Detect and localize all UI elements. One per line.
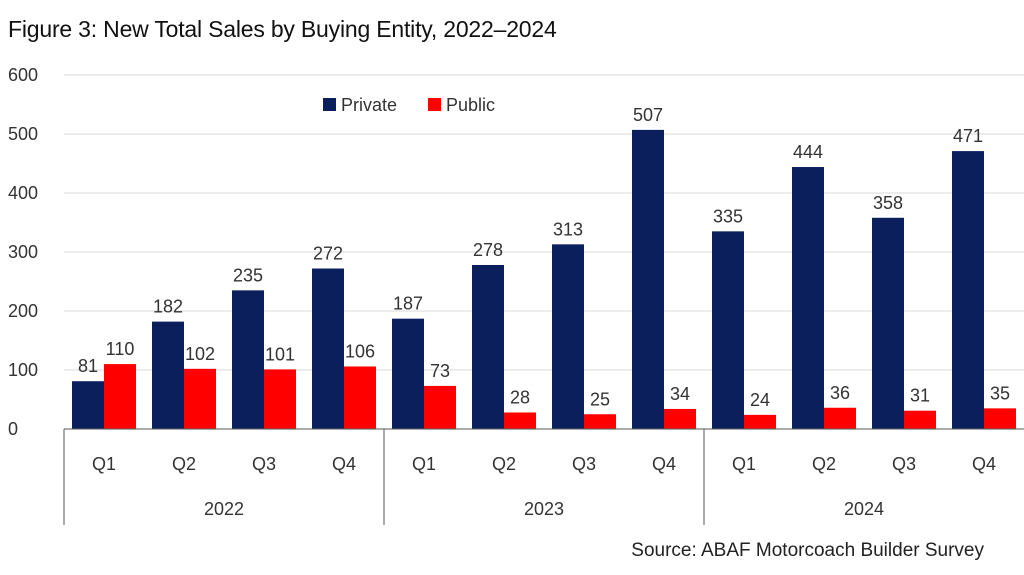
data-label: 81 (78, 356, 98, 376)
data-label: 31 (910, 386, 930, 406)
y-axis-ticks: 0 100 200 300 400 500 600 (8, 65, 38, 439)
x-tick-label: Q3 (572, 454, 596, 474)
chart-title: Figure 3: New Total Sales by Buying Enti… (8, 16, 557, 42)
bar-private (792, 167, 824, 430)
data-label: 272 (313, 244, 343, 264)
legend-swatch-public (428, 98, 441, 111)
legend-swatch-private (323, 98, 336, 111)
y-tick-label: 600 (8, 65, 38, 85)
bar-public (184, 368, 216, 429)
bar-public (344, 366, 376, 429)
x-tick-label: Q1 (92, 454, 116, 474)
x-tick-label: Q2 (492, 454, 516, 474)
data-label: 278 (473, 240, 503, 260)
x-tick-label: Q3 (892, 454, 916, 474)
bar-private (952, 151, 984, 430)
bar-public (264, 369, 296, 429)
data-label: 25 (590, 389, 610, 409)
data-label: 106 (345, 341, 375, 361)
bar-private (552, 244, 584, 429)
bar-public (424, 385, 456, 429)
bars (72, 129, 1016, 430)
y-tick-label: 200 (8, 301, 38, 321)
data-label: 102 (185, 344, 215, 364)
x-tick-label: Q1 (732, 454, 756, 474)
y-tick-label: 500 (8, 124, 38, 144)
bar-public (744, 414, 776, 429)
x-tick-label: Q2 (812, 454, 836, 474)
bar-public (824, 407, 856, 429)
data-label: 187 (393, 294, 423, 314)
y-tick-label: 400 (8, 183, 38, 203)
x-group-label: 2023 (524, 499, 564, 519)
data-label: 235 (233, 265, 263, 285)
x-tick-label: Q3 (252, 454, 276, 474)
y-tick-label: 100 (8, 360, 38, 380)
x-axis: Q1 Q2 Q3 Q4 2022 Q1 Q2 Q3 Q4 2023 Q1 Q2 Q3 Q4 2024 (63, 428, 1024, 525)
data-label: 28 (510, 387, 530, 407)
bar-private (472, 264, 504, 429)
bar-public (504, 412, 536, 429)
bar-private (72, 381, 104, 429)
data-label: 358 (873, 193, 903, 213)
data-label: 182 (153, 297, 183, 317)
bar-private (312, 268, 344, 429)
data-label: 313 (553, 219, 583, 239)
x-tick-label: Q1 (412, 454, 436, 474)
y-tick-label: 300 (8, 242, 38, 262)
x-tick-label: Q4 (972, 454, 996, 474)
bar-public (584, 414, 616, 429)
data-label: 335 (713, 206, 743, 226)
data-label: 73 (430, 361, 450, 381)
bar-private (632, 129, 664, 429)
data-label: 24 (750, 390, 770, 410)
data-label: 101 (265, 344, 295, 364)
data-label: 35 (990, 383, 1010, 403)
data-label: 110 (106, 339, 135, 359)
bar-private (232, 290, 264, 429)
data-labels: 81 110 182 102 235 101 272 106 187 73 278 28 313 25 50… (78, 105, 1010, 410)
x-tick-label: Q4 (332, 454, 356, 474)
bar-public (664, 408, 696, 429)
bar-private (152, 321, 184, 429)
legend-label: Public (446, 95, 495, 115)
data-label: 471 (953, 126, 983, 146)
bar-private (392, 318, 424, 429)
data-label: 444 (793, 142, 823, 162)
bar-private (712, 231, 744, 429)
x-tick-label: Q4 (652, 454, 676, 474)
x-group-label: 2024 (844, 499, 884, 519)
bar-public (984, 408, 1016, 429)
bar-private (872, 217, 904, 429)
y-tick-label: 0 (8, 419, 18, 439)
x-group-label: 2022 (204, 499, 244, 519)
data-label: 507 (633, 105, 663, 125)
source-note: Source: ABAF Motorcoach Builder Survey (631, 540, 984, 561)
legend: Private Public (323, 95, 495, 115)
bar-public (904, 410, 936, 429)
bar-public (104, 364, 136, 429)
legend-label: Private (341, 95, 397, 115)
x-tick-label: Q2 (172, 454, 196, 474)
gridlines (64, 74, 1024, 371)
data-label: 34 (670, 384, 690, 404)
data-label: 36 (830, 383, 850, 403)
